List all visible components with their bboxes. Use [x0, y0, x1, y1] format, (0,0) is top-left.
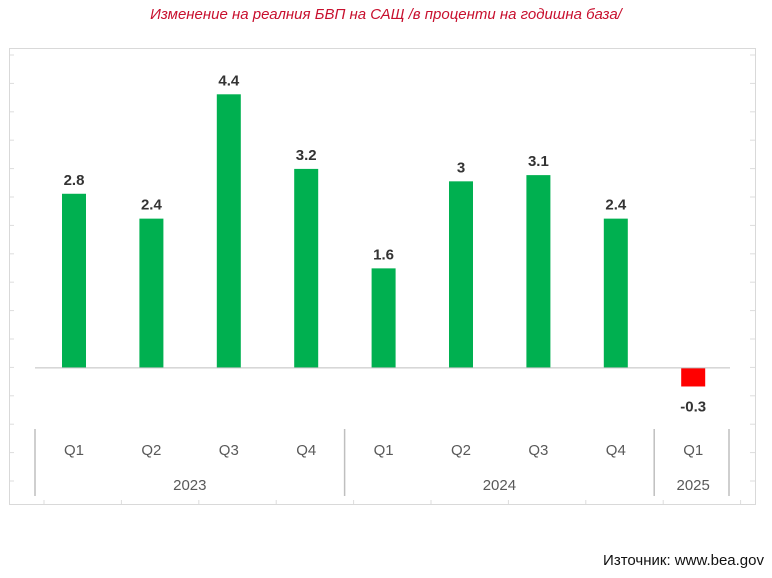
- bar: [62, 193, 86, 368]
- bar: [681, 367, 706, 387]
- data-label: 4.4: [218, 72, 240, 89]
- data-labels: 2.8 2.4 4.4 3.2 1.6 3 3.1 2.4 -0.3: [64, 72, 707, 415]
- data-label: 3: [457, 159, 465, 176]
- category-tick-label: Q4: [296, 442, 316, 459]
- data-label: 2.8: [64, 172, 85, 189]
- category-tick-label: Q3: [528, 442, 548, 459]
- bar: [449, 181, 473, 368]
- year-group-label: 2025: [677, 477, 710, 494]
- bottom-axis-ticks: [43, 500, 742, 504]
- bar: [139, 218, 164, 368]
- category-tick-label: Q1: [683, 442, 703, 459]
- year-group-label: 2024: [483, 477, 516, 494]
- data-label: 2.4: [605, 197, 627, 214]
- left-axis-ticks: [10, 54, 14, 510]
- category-tick-label: Q1: [64, 442, 84, 459]
- source-note: Източник: www.bea.gov: [603, 552, 764, 569]
- chart-area: 2.8 2.4 4.4 3.2 1.6 3 3.1 2.4 -0.3 Q1 Q2 Q3 Q4 Q1 Q2 Q…: [9, 48, 756, 510]
- bar: [216, 94, 241, 368]
- data-label: 2.4: [141, 197, 163, 214]
- right-axis-ticks: [750, 54, 755, 510]
- data-label: 1.6: [373, 246, 394, 263]
- bar-series: [62, 94, 706, 387]
- category-axis: Q1 Q2 Q3 Q4 Q1 Q2 Q3 Q4 Q1 2023 2024 2025: [34, 429, 730, 496]
- data-label: 3.2: [296, 147, 317, 164]
- category-tick-label: Q2: [451, 442, 471, 459]
- data-label: -0.3: [680, 398, 706, 415]
- bar: [371, 268, 396, 368]
- bar: [603, 218, 628, 368]
- year-group-label: 2023: [173, 477, 206, 494]
- category-tick-label: Q1: [374, 442, 394, 459]
- bar: [526, 175, 551, 368]
- category-tick-label: Q2: [141, 442, 161, 459]
- bar-chart: 2.82.44.43.21.63 3.12.4-0.3 Q1 Q2 Q3 Q4 Q1 Q2 Q…: [10, 54, 755, 510]
- category-tick-label: Q3: [219, 442, 239, 459]
- data-label: 3.1: [528, 153, 549, 170]
- bar: [294, 168, 319, 368]
- chart-title: Изменение на реалния БВП на САЩ /в проце…: [150, 6, 622, 23]
- category-tick-label: Q4: [606, 442, 626, 459]
